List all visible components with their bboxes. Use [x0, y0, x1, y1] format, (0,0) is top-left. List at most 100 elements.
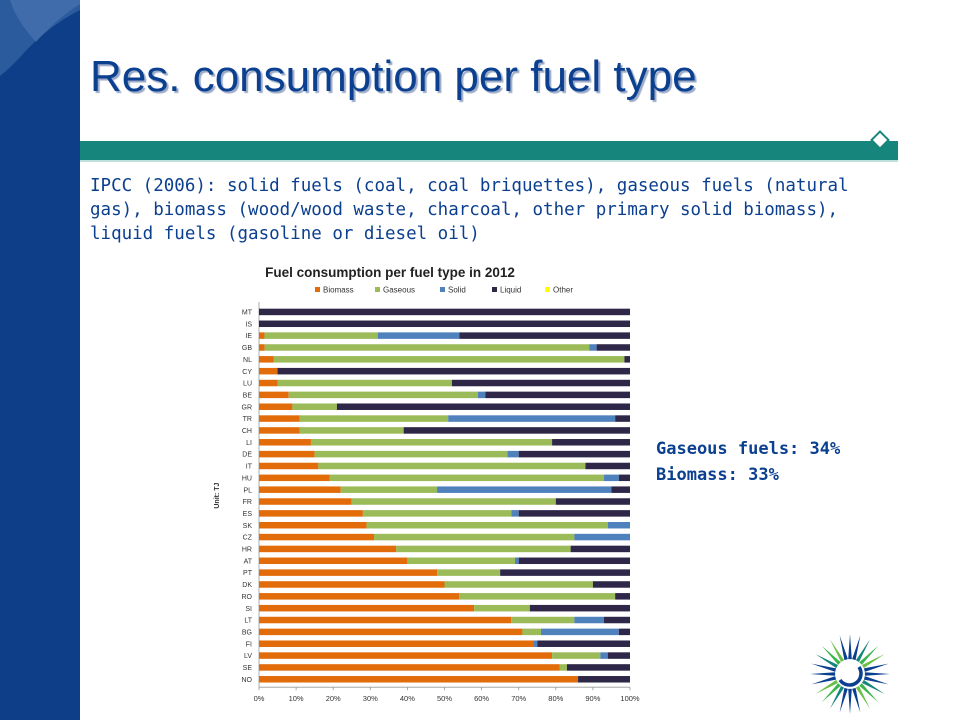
category-label-sk: SK [243, 523, 253, 530]
bar-segment-biomass-hu [259, 474, 330, 482]
category-label-pt: PT [243, 570, 253, 577]
bar-segment-biomass-cz [259, 533, 375, 541]
bar-segment-solid-pl [437, 486, 612, 493]
bar-segment-liquid-si [529, 604, 630, 612]
bar-segment-gaseous-gb [264, 344, 590, 351]
bar-segment-gaseous-ch [299, 427, 404, 434]
bar-segment-biomass-nl [259, 356, 274, 363]
bar-segment-liquid-hu [618, 474, 630, 482]
bar-segment-biomass-si [259, 604, 475, 612]
bar-segment-biomass-ro [259, 593, 460, 600]
bar-segment-biomass-fr [259, 498, 352, 505]
bar-segment-liquid-lt [604, 616, 630, 624]
category-label-hu: HU [242, 475, 252, 482]
category-label-lv: LV [244, 653, 252, 660]
category-label-no: NO [242, 677, 253, 684]
category-label-se: SE [243, 665, 253, 672]
sidebar-band [0, 0, 80, 720]
bar-segment-liquid-no [578, 676, 630, 683]
category-label-dk: DK [242, 582, 252, 589]
bar-segment-liquid-es [518, 510, 630, 517]
bar-segment-biomass-it [259, 462, 319, 470]
bar-segment-biomass-no [259, 676, 579, 683]
bar-segment-gaseous-ro [459, 593, 616, 600]
bar-segment-biomass-sk [259, 521, 367, 529]
bar-segment-gaseous-cz [374, 533, 575, 541]
bar-segment-liquid-ch [403, 427, 630, 434]
bar-segment-liquid-dk [592, 581, 630, 588]
category-label-bg: BG [242, 629, 252, 636]
category-label-fi: FI [246, 641, 252, 648]
x-tick-label: 30% [363, 694, 378, 703]
eu-commission-logo-icon [810, 634, 890, 714]
bar-segment-liquid-fr [555, 498, 630, 505]
fuel-consumption-chart: Fuel consumption per fuel type in 2012 Bi… [214, 265, 640, 703]
bar-segment-biomass-li [259, 439, 311, 446]
bar-segment-gaseous-bg [522, 628, 541, 636]
bar-segment-gaseous-sk [366, 521, 608, 529]
chart-title: Fuel consumption per fuel type in 2012 [265, 265, 515, 280]
intro-text: IPCC (2006): solid fuels (coal, coal bri… [90, 176, 849, 244]
bar-segment-solid-bg [540, 628, 619, 636]
bar-segment-solid-fi [533, 640, 538, 647]
bar-segment-liquid-fi [537, 640, 630, 647]
bar-segment-solid-sk [607, 521, 630, 529]
bar-segment-gaseous-lu [277, 379, 452, 387]
bar-segment-liquid-be [485, 391, 630, 399]
category-label-es: ES [243, 511, 253, 518]
bar-segment-liquid-nl [624, 356, 630, 363]
bar-segment-biomass-de [259, 450, 315, 458]
bar-segment-liquid-se [566, 664, 630, 671]
y-axis-label: Unit: TJ [214, 482, 221, 508]
biomass-share-text: Biomass: 33% [656, 465, 779, 485]
category-label-si: SI [245, 606, 252, 613]
bar-segment-biomass-lu [259, 379, 278, 387]
title-underline-band [80, 141, 898, 162]
bar-segment-liquid-cy [277, 367, 630, 375]
category-label-fr: FR [243, 499, 252, 506]
legend-label-gaseous: Gaseous [383, 286, 415, 295]
bar-segment-biomass-gb [259, 344, 265, 351]
bar-segment-gaseous-se [559, 664, 567, 671]
bar-segment-biomass-fi [259, 640, 534, 647]
bar-segment-gaseous-gr [292, 403, 337, 410]
bar-segment-gaseous-fr [351, 498, 556, 505]
bar-segment-biomass-at [259, 557, 408, 565]
bar-segment-liquid-pt [500, 569, 630, 576]
bar-segment-solid-at [514, 557, 519, 565]
bar-segment-biomass-hr [259, 545, 397, 553]
x-tick-label: 70% [511, 694, 526, 703]
bar-segment-solid-cz [574, 533, 630, 541]
bar-segment-biomass-pt [259, 569, 438, 576]
bar-segment-gaseous-dk [444, 581, 593, 588]
category-label-ie: IE [245, 333, 252, 340]
bar-segment-liquid-bg [618, 628, 630, 636]
bar-segment-biomass-cy [259, 367, 278, 375]
category-label-li: LI [246, 440, 252, 447]
legend-label-biomass: Biomass [323, 286, 354, 295]
category-label-gb: GB [242, 345, 252, 352]
x-tick-label: 40% [400, 694, 415, 703]
bar-segment-gaseous-nl [273, 356, 625, 363]
category-label-it: IT [246, 464, 253, 471]
bar-segment-liquid-ie [459, 332, 630, 339]
bar-segment-liquid-pl [611, 486, 630, 493]
category-label-de: DE [242, 452, 252, 459]
x-tick-label: 50% [437, 694, 452, 703]
bar-segment-liquid-it [585, 462, 630, 470]
bar-segment-biomass-bg [259, 628, 523, 636]
bar-segment-liquid-lu [451, 379, 630, 387]
gaseous-share-text: Gaseous fuels: 34% [656, 439, 841, 459]
category-label-lt: LT [244, 618, 252, 625]
bar-segment-liquid-is [259, 320, 630, 328]
bar-segment-biomass-se [259, 664, 560, 671]
diamond-icon [870, 130, 890, 150]
bar-segment-solid-de [507, 450, 519, 458]
bar-segment-gaseous-at [407, 557, 515, 565]
bar-segment-liquid-at [518, 557, 630, 565]
bar-segment-gaseous-hr [396, 545, 571, 553]
x-tick-label: 90% [585, 694, 600, 703]
category-label-cz: CZ [243, 535, 253, 542]
bar-segment-gaseous-pl [340, 486, 438, 493]
fuel-share-summary: Gaseous fuels: 34% Biomass: 33% [656, 436, 840, 488]
